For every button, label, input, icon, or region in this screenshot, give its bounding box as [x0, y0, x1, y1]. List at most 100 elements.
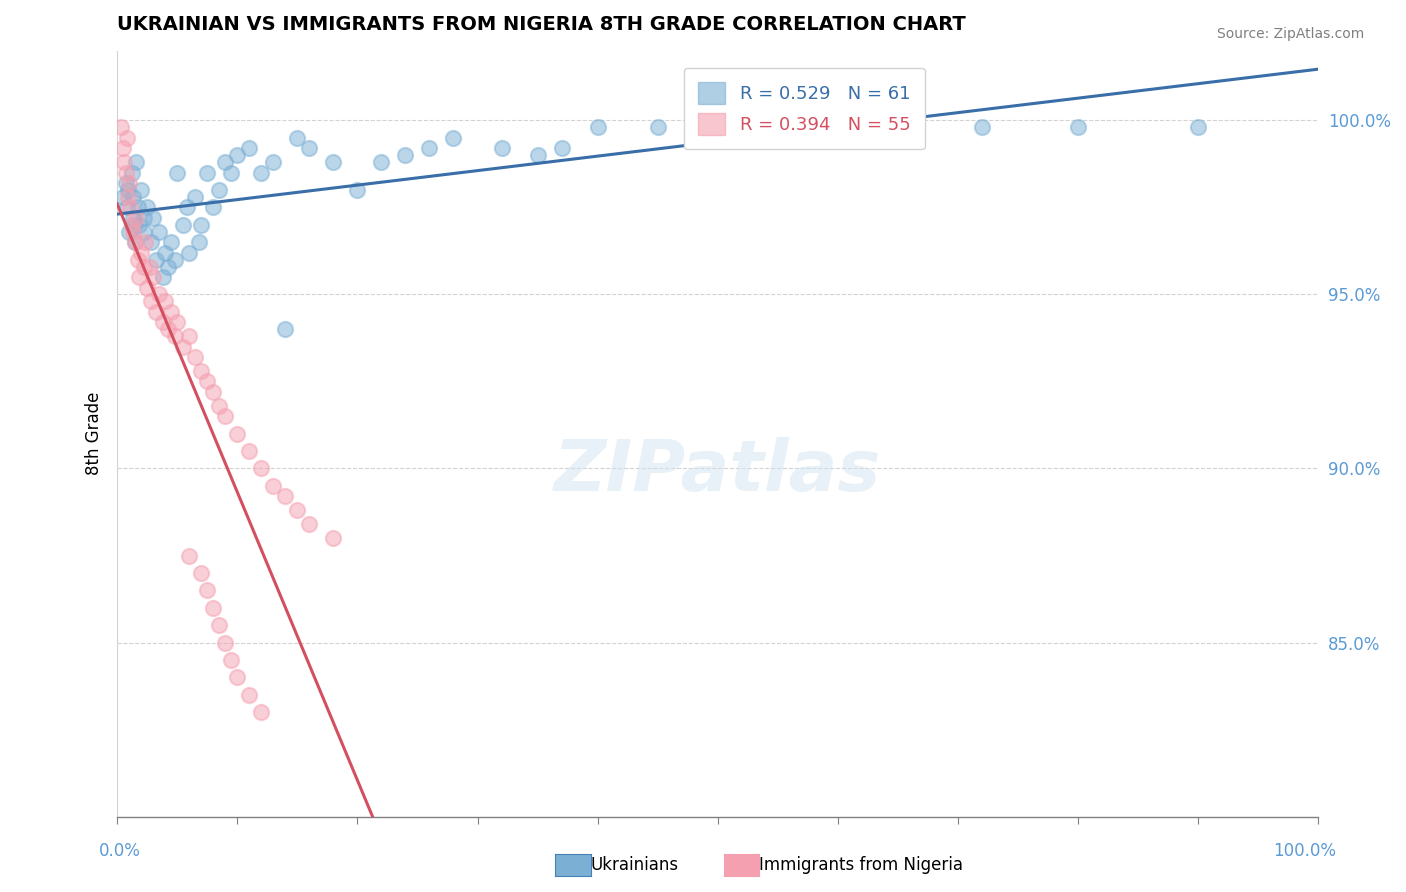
Point [136, 280, 159, 294]
Point [128, 270, 150, 285]
Point [112, 155, 135, 169]
Point [172, 340, 194, 354]
Point [132, 260, 155, 274]
Point [187, 235, 209, 250]
Point [134, 235, 156, 250]
Point [214, 635, 236, 649]
Point [238, 141, 260, 155]
Point [190, 364, 212, 378]
Point [195, 583, 218, 598]
Point [114, 166, 136, 180]
Point [121, 218, 143, 232]
Point [526, 148, 548, 162]
Point [184, 350, 207, 364]
Point [208, 183, 231, 197]
Point [121, 211, 143, 225]
Point [262, 155, 284, 169]
Point [647, 120, 669, 135]
Point [139, 235, 162, 250]
Point [443, 131, 465, 145]
Text: Ukrainians: Ukrainians [591, 855, 679, 873]
Point [285, 131, 308, 145]
Point [127, 252, 149, 267]
Point [322, 155, 344, 169]
Point [125, 155, 148, 169]
Point [122, 218, 145, 232]
Point [370, 155, 392, 169]
Point [142, 270, 165, 285]
Text: 0.0%: 0.0% [98, 842, 141, 860]
Point [706, 120, 728, 135]
Point [1187, 120, 1209, 135]
Point [124, 235, 146, 250]
Point [117, 183, 139, 197]
Point [112, 141, 135, 155]
Point [129, 245, 152, 260]
Point [195, 375, 218, 389]
Point [221, 166, 243, 180]
Point [160, 235, 183, 250]
Point [226, 148, 249, 162]
Point [112, 190, 135, 204]
Point [226, 670, 249, 684]
Point [156, 322, 179, 336]
Point [145, 252, 167, 267]
Point [285, 503, 308, 517]
Point [214, 155, 236, 169]
Point [176, 201, 198, 215]
Point [156, 260, 179, 274]
Point [190, 218, 212, 232]
Point [148, 287, 170, 301]
Text: 100.0%: 100.0% [1272, 842, 1336, 860]
Point [118, 176, 141, 190]
Point [145, 305, 167, 319]
Point [179, 245, 201, 260]
Point [120, 201, 142, 215]
Point [298, 517, 321, 532]
Point [238, 444, 260, 458]
Point [139, 294, 162, 309]
Point [221, 653, 243, 667]
Point [346, 183, 368, 197]
Point [124, 235, 146, 250]
Point [322, 531, 344, 545]
Point [115, 131, 138, 145]
Point [155, 245, 177, 260]
Point [250, 705, 273, 719]
Point [274, 322, 297, 336]
Point [970, 120, 993, 135]
Point [121, 190, 143, 204]
Point [118, 225, 141, 239]
Legend: R = 0.529   N = 61, R = 0.394   N = 55: R = 0.529 N = 61, R = 0.394 N = 55 [683, 68, 925, 150]
Point [418, 141, 440, 155]
Point [128, 218, 150, 232]
Text: ZIPatlas: ZIPatlas [554, 437, 882, 507]
Point [115, 201, 138, 215]
Point [166, 315, 188, 329]
Point [262, 479, 284, 493]
Point [148, 225, 170, 239]
Point [208, 618, 231, 632]
Point [195, 166, 218, 180]
Point [250, 461, 273, 475]
Point [586, 120, 609, 135]
Point [190, 566, 212, 580]
Point [298, 141, 321, 155]
Point [138, 260, 160, 274]
Point [136, 201, 159, 215]
Point [184, 190, 207, 204]
Point [550, 141, 572, 155]
Point [125, 211, 148, 225]
Point [202, 201, 225, 215]
Point [274, 489, 297, 503]
Point [172, 218, 194, 232]
Point [110, 120, 132, 135]
Point [208, 399, 231, 413]
Point [166, 166, 188, 180]
Point [117, 190, 139, 204]
Point [202, 384, 225, 399]
Point [394, 148, 416, 162]
Point [226, 426, 249, 441]
Point [214, 409, 236, 424]
Point [132, 225, 155, 239]
